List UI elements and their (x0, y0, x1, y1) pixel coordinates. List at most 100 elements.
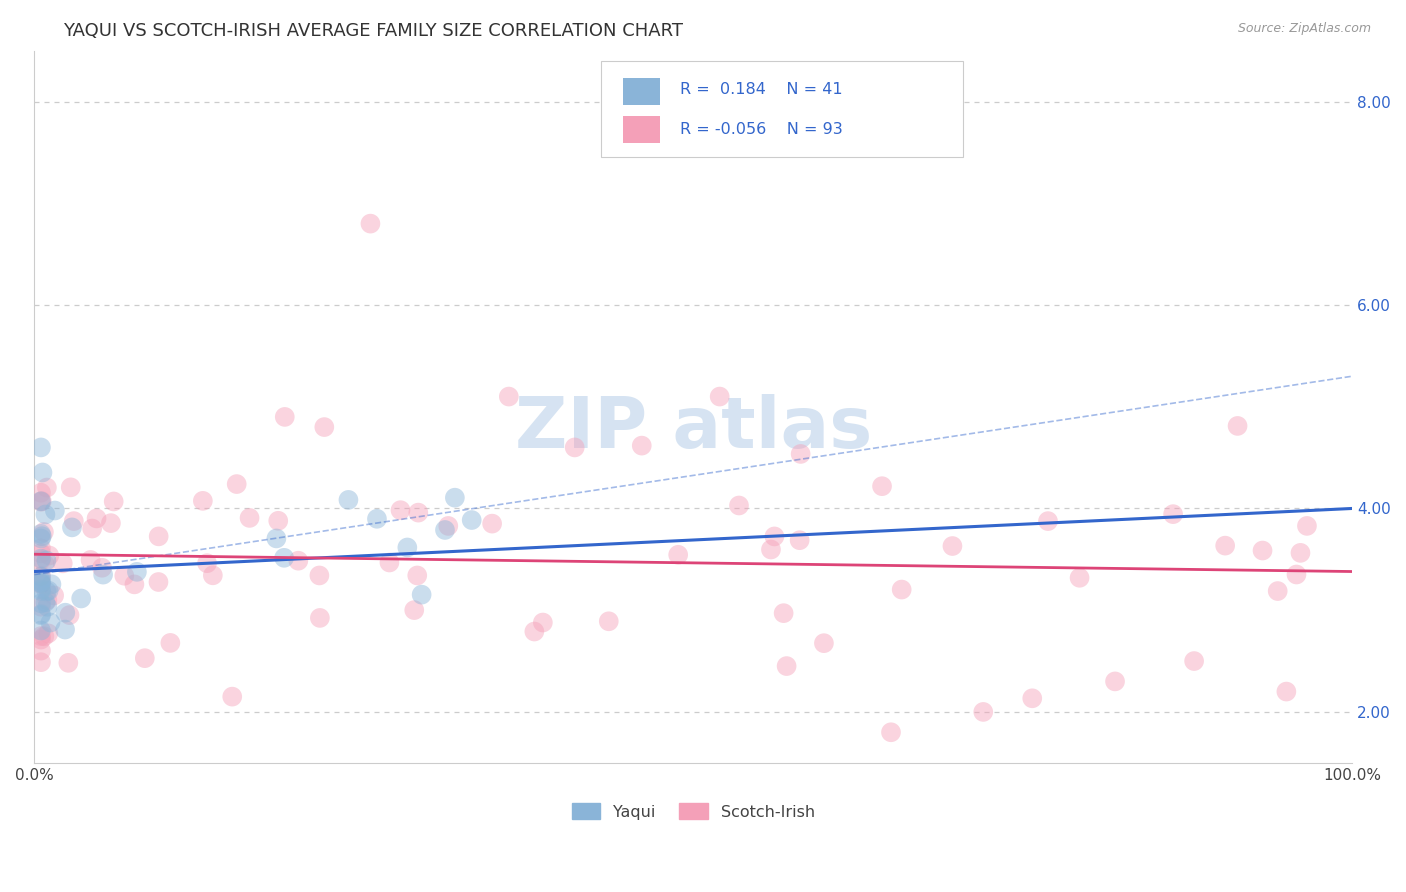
Point (124, 577, 146, 591)
Point (30, 632, 52, 647)
Point (406, 568, 429, 582)
Point (30, 553, 52, 567)
Point (523, 624, 546, 639)
Point (58, 608, 80, 623)
Point (30, 575, 52, 590)
Point (411, 588, 433, 602)
Point (31, 466, 53, 480)
Point (666, 548, 689, 562)
Point (30, 494, 52, 508)
Point (70, 591, 93, 606)
Point (404, 603, 426, 617)
Point (789, 447, 811, 461)
Point (378, 556, 401, 570)
Point (35, 481, 58, 495)
Text: YAQUI VS SCOTCH-IRISH AVERAGE FAMILY SIZE CORRELATION CHART: YAQUI VS SCOTCH-IRISH AVERAGE FAMILY SIZ… (63, 22, 683, 40)
Point (125, 565, 148, 579)
Point (789, 533, 811, 548)
Point (481, 516, 503, 531)
Point (30, 655, 52, 669)
Point (1104, 674, 1126, 689)
Point (225, 477, 247, 491)
Point (775, 659, 797, 673)
Point (38, 583, 60, 598)
Point (30, 494, 52, 508)
Point (91, 567, 114, 582)
Point (30, 541, 52, 556)
Point (112, 568, 135, 582)
Point (314, 420, 336, 434)
Point (59, 480, 82, 494)
Point (30, 526, 52, 541)
Point (772, 606, 794, 620)
FancyBboxPatch shape (602, 62, 963, 158)
Point (1296, 519, 1319, 533)
Point (531, 615, 554, 630)
Point (30, 577, 52, 591)
Point (709, 390, 731, 404)
Point (34, 558, 56, 572)
Point (195, 556, 218, 570)
Point (1161, 507, 1184, 521)
Point (1182, 654, 1205, 668)
Point (870, 479, 893, 493)
Point (201, 568, 224, 582)
Text: ZIP atlas: ZIP atlas (515, 393, 872, 463)
Point (79, 553, 101, 567)
Point (35, 584, 58, 599)
Point (159, 636, 181, 650)
Point (30, 570, 52, 584)
Point (60, 520, 83, 534)
FancyBboxPatch shape (623, 78, 661, 105)
Point (32, 524, 55, 539)
Point (148, 529, 170, 543)
Point (30, 584, 52, 599)
Point (763, 529, 786, 543)
Point (82, 522, 104, 536)
Point (1069, 571, 1091, 585)
Text: Source: ZipAtlas.com: Source: ZipAtlas.com (1237, 22, 1371, 36)
Point (1251, 543, 1274, 558)
Point (134, 651, 156, 665)
Point (30, 441, 52, 455)
Point (238, 511, 260, 525)
Point (287, 554, 309, 568)
Point (1275, 684, 1298, 698)
Point (34, 508, 56, 522)
Point (30, 485, 52, 500)
Point (366, 512, 388, 526)
Point (39, 615, 62, 630)
Point (309, 611, 332, 625)
Point (30, 546, 52, 560)
Point (1267, 584, 1289, 599)
Point (31, 494, 53, 508)
Point (221, 690, 243, 704)
Point (37, 593, 59, 607)
Point (444, 491, 467, 505)
Point (433, 523, 456, 537)
Point (53, 606, 76, 620)
Point (31, 529, 53, 543)
Point (103, 494, 125, 508)
Point (37, 599, 59, 614)
Point (308, 568, 330, 582)
Point (274, 409, 297, 424)
Point (53, 623, 76, 637)
Point (34, 595, 56, 609)
Point (30, 624, 52, 638)
Point (86, 511, 108, 525)
Point (1021, 691, 1043, 706)
Point (30, 643, 52, 657)
FancyBboxPatch shape (623, 116, 661, 144)
Point (498, 390, 520, 404)
Point (191, 493, 214, 508)
Point (41, 577, 63, 591)
Point (44, 503, 66, 517)
Legend: Yaqui, Scotch-Irish: Yaqui, Scotch-Irish (565, 797, 821, 826)
Point (30, 582, 52, 597)
Text: R = -0.056    N = 93: R = -0.056 N = 93 (681, 121, 842, 136)
Point (30, 569, 52, 583)
Point (30, 576, 52, 591)
Point (37, 626, 59, 640)
Point (813, 636, 835, 650)
